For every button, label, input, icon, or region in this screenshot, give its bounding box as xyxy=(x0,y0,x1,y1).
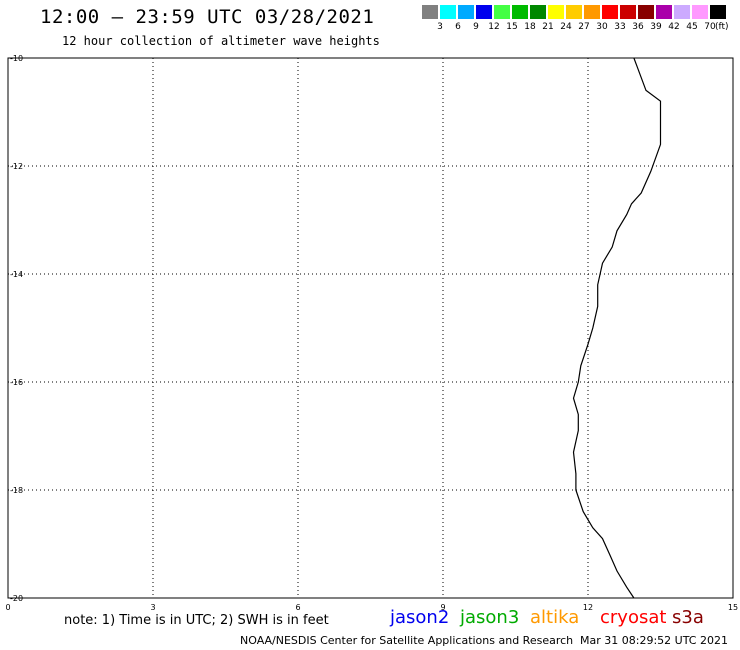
scale-label: 45 xyxy=(686,22,698,32)
satellite-label: cryosat xyxy=(600,607,667,628)
coastline xyxy=(572,57,662,599)
scale-swatch xyxy=(710,5,727,19)
scale-label: 30 xyxy=(596,22,608,32)
generation-timestamp: Mar 31 08:29:52 UTC 2021 xyxy=(580,634,728,647)
scale-label: 12 xyxy=(488,22,500,32)
map-tick-labels: 0 3 6 9 12 15 -10 -12 -14 -16 -18 -20 xyxy=(5,54,738,612)
scale-label: 3 xyxy=(437,22,443,32)
scale-label: 42 xyxy=(668,22,680,32)
latitude-tick-label: -18 xyxy=(10,486,23,495)
scale-swatch xyxy=(476,5,493,19)
scale-label: 39 xyxy=(650,22,662,32)
scale-swatch xyxy=(656,5,673,19)
scale-label: 9 xyxy=(473,22,479,32)
longitude-tick-label: 12 xyxy=(583,603,593,612)
scale-swatch xyxy=(440,5,457,19)
scale-swatch xyxy=(692,5,709,19)
scale-swatch xyxy=(530,5,547,19)
scale-swatch xyxy=(548,5,565,19)
scale-swatch xyxy=(638,5,655,19)
scale-swatch xyxy=(494,5,511,19)
scale-swatch xyxy=(422,5,439,19)
scale-label: 21 xyxy=(542,22,554,32)
map-title: 12:00 — 23:59 UTC 03/28/2021 xyxy=(40,6,375,28)
footnote: note: 1) Time is in UTC; 2) SWH is in fe… xyxy=(64,613,329,628)
map-subtitle: 12 hour collection of altimeter wave hei… xyxy=(62,34,380,48)
scale-label: 27 xyxy=(578,22,590,32)
latitude-tick-label: -16 xyxy=(10,378,23,387)
scale-swatch xyxy=(512,5,529,19)
color-scale-legend: 3 6 9 12 15 18 21 24 27 30 33 36 39 42 45 70 xyxy=(422,5,728,35)
longitude-tick-label: 3 xyxy=(150,603,155,612)
scale-label: 15 xyxy=(506,22,518,32)
latitude-tick-label: -14 xyxy=(10,270,23,279)
scale-swatch xyxy=(584,5,601,19)
satellite-label: s3a xyxy=(672,607,704,628)
scale-swatch xyxy=(620,5,637,19)
color-scale-units: (ft) xyxy=(715,22,729,32)
scale-label: 36 xyxy=(632,22,644,32)
map-frame xyxy=(7,57,734,599)
credit-line: NOAA/NESDIS Center for Satellite Applica… xyxy=(240,634,574,647)
latitude-tick-label: -20 xyxy=(10,594,23,603)
map-gridlines xyxy=(8,58,733,598)
scale-swatch xyxy=(566,5,583,19)
scale-label: 6 xyxy=(455,22,461,32)
scale-label: 18 xyxy=(524,22,536,32)
latitude-tick-label: -12 xyxy=(10,162,23,171)
latitude-tick-label: -10 xyxy=(10,54,23,63)
scale-label: 33 xyxy=(614,22,626,32)
longitude-tick-label: 15 xyxy=(728,603,738,612)
satellite-label: altika xyxy=(530,607,580,628)
longitude-tick-label: 6 xyxy=(295,603,300,612)
scale-swatch xyxy=(674,5,691,19)
scale-swatch xyxy=(602,5,619,19)
longitude-tick-label: 0 xyxy=(5,603,10,612)
scale-swatch xyxy=(458,5,475,19)
satellite-label: jason2 xyxy=(390,607,450,628)
longitude-tick-label: 9 xyxy=(440,603,445,612)
scale-label: 24 xyxy=(560,22,572,32)
satellite-label: jason3 xyxy=(460,607,520,628)
scale-label: 70 xyxy=(704,22,716,32)
